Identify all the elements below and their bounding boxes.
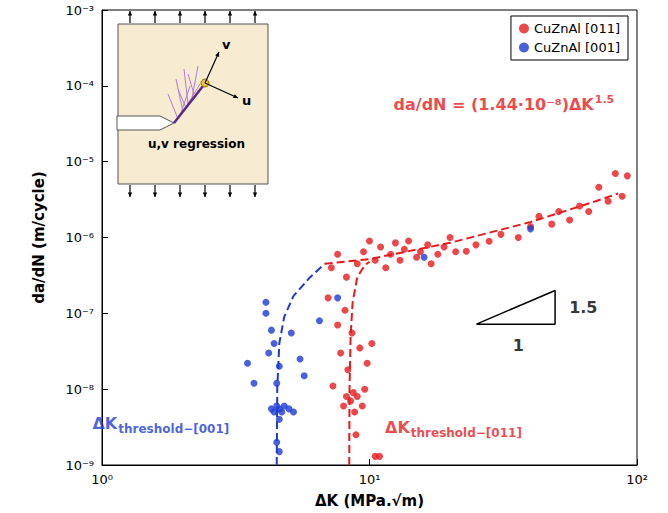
svg-text:10⁻³: 10⁻³: [65, 3, 94, 18]
svg-text:10⁻⁵: 10⁻⁵: [65, 154, 94, 169]
svg-text:u: u: [242, 93, 251, 108]
svg-text:threshold−[001]: threshold−[001]: [118, 422, 229, 436]
svg-text:10⁻⁷: 10⁻⁷: [65, 306, 94, 321]
svg-text:CuZnAl [011]: CuZnAl [011]: [534, 21, 620, 36]
svg-text:10⁻⁸: 10⁻⁸: [65, 382, 94, 397]
svg-text:threshold−[011]: threshold−[011]: [411, 426, 522, 440]
svg-text:10⁻⁴: 10⁻⁴: [65, 78, 94, 93]
svg-text:1.5: 1.5: [595, 93, 615, 106]
svg-text:ΔK: ΔK: [385, 418, 410, 437]
svg-text:10⁻⁶: 10⁻⁶: [65, 230, 94, 245]
svg-text:10⁻⁹: 10⁻⁹: [65, 458, 94, 473]
svg-text:v: v: [222, 37, 231, 52]
svg-text:da/dN (m/cycle): da/dN (m/cycle): [30, 171, 48, 304]
svg-text:10⁰: 10⁰: [91, 472, 113, 487]
svg-text:u,v regression: u,v regression: [148, 137, 245, 151]
svg-text:CuZnAl [001]: CuZnAl [001]: [534, 40, 620, 55]
svg-text:ΔK: ΔK: [92, 414, 117, 433]
svg-text:ΔK (MPa.√m): ΔK (MPa.√m): [315, 492, 424, 510]
svg-text:da/dN = (1.44·10⁻⁸)ΔK: da/dN = (1.44·10⁻⁸)ΔK: [394, 95, 595, 114]
svg-text:10²: 10²: [626, 472, 648, 487]
svg-text:1: 1: [513, 336, 524, 355]
svg-text:1.5: 1.5: [569, 298, 597, 317]
svg-text:10¹: 10¹: [359, 472, 381, 487]
